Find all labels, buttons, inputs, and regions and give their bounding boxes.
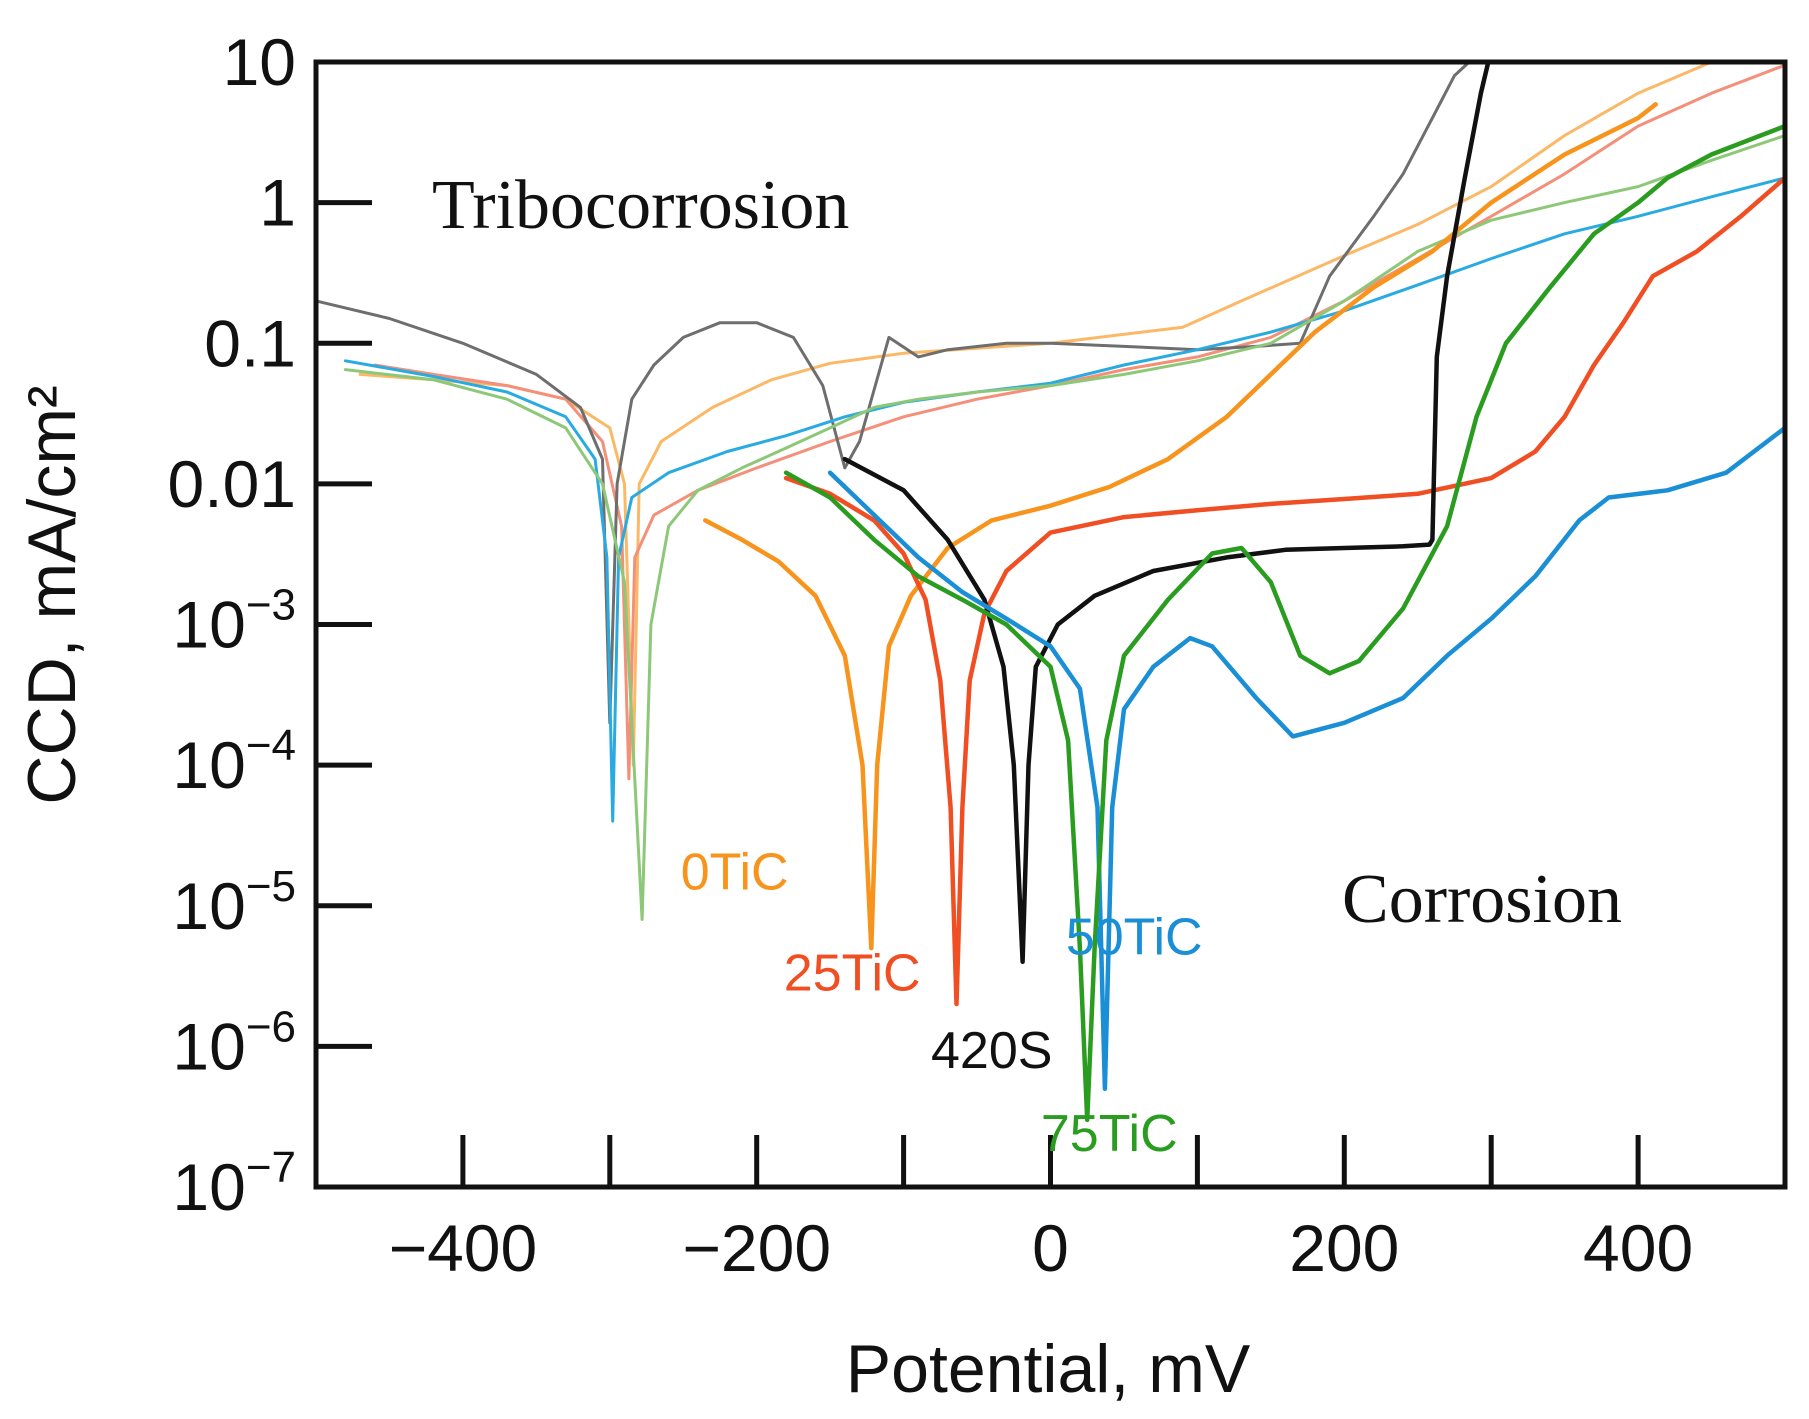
plot-frame <box>313 59 1788 1190</box>
y-tick-label: 10 <box>223 25 296 99</box>
y-tick-exponent: −4 <box>246 721 296 770</box>
series-line-50tic-corrosion <box>827 425 1788 1091</box>
y-tick-base: 10 <box>172 1150 245 1224</box>
y-tick-base: 10 <box>172 869 245 943</box>
curve-label-25tic-corrosion: 25TiC <box>784 944 921 1002</box>
y-tick-label: 0.1 <box>204 306 296 380</box>
series-line-420s-tribocorrosion <box>314 60 1471 725</box>
y-tick-label: 10−4 <box>172 721 296 802</box>
y-tick-label: 1 <box>259 166 296 240</box>
y-tick-base: 10 <box>172 1009 245 1083</box>
curve-label-420s-corrosion: 420S <box>931 1022 1052 1080</box>
y-tick-base: 10 <box>172 588 245 662</box>
curve-label-50tic-corrosion: 50TiC <box>1066 909 1203 967</box>
y-tick-exponent: −7 <box>246 1143 296 1192</box>
x-tick-label: −200 <box>682 1211 831 1285</box>
y-tick-label: 10−6 <box>172 1002 296 1083</box>
series-line-0tic-tribocorrosion <box>358 60 1713 767</box>
x-axis-title: Potential, mV <box>846 1331 1251 1407</box>
tribocorrosion-label: Tribocorrosion <box>432 167 849 244</box>
series-line-0tic-corrosion <box>703 102 1658 951</box>
y-tick-label: 10−5 <box>172 862 296 943</box>
series-line-25tic-tribocorrosion <box>373 63 1787 781</box>
y-axis-title: CCD, mA/cm² <box>14 385 90 804</box>
x-tick-label: 200 <box>1289 1211 1399 1285</box>
y-tick-base: 10 <box>172 728 245 802</box>
y-tick-label: 0.01 <box>168 447 296 521</box>
y-tick-exponent: −3 <box>246 581 296 630</box>
tick-labels: −400 −200 0 200 4001010.10.0110−310−410−510−… <box>168 25 1694 1285</box>
x-tick-label: −400 <box>389 1211 538 1285</box>
y-tick-base: 1 <box>259 166 296 240</box>
series-line-25tic-corrosion <box>783 175 1788 1007</box>
tribocorrosion-curves <box>314 60 1787 921</box>
series-line-420s-corrosion <box>842 59 1491 964</box>
series-line-75tic-corrosion <box>783 123 1788 1123</box>
series-line-75tic-tribocorrosion <box>343 134 1787 921</box>
corrosion-curves <box>703 59 1788 1123</box>
x-tick-label: 400 <box>1583 1211 1693 1285</box>
y-tick-base: 0.1 <box>204 306 296 380</box>
y-tick-label: 10−3 <box>172 581 296 662</box>
y-tick-exponent: −5 <box>246 862 296 911</box>
y-tick-base: 10 <box>223 25 296 99</box>
x-tick-label: 0 <box>1032 1211 1069 1285</box>
y-tick-label: 10−7 <box>172 1143 296 1224</box>
corrosion-label: Corrosion <box>1342 861 1622 938</box>
y-tick-exponent: −6 <box>246 1002 296 1051</box>
y-tick-base: 0.01 <box>168 447 296 521</box>
curve-label-0tic-corrosion: 0TiC <box>681 844 789 902</box>
curve-label-75tic-corrosion: 75TiC <box>1041 1105 1178 1163</box>
